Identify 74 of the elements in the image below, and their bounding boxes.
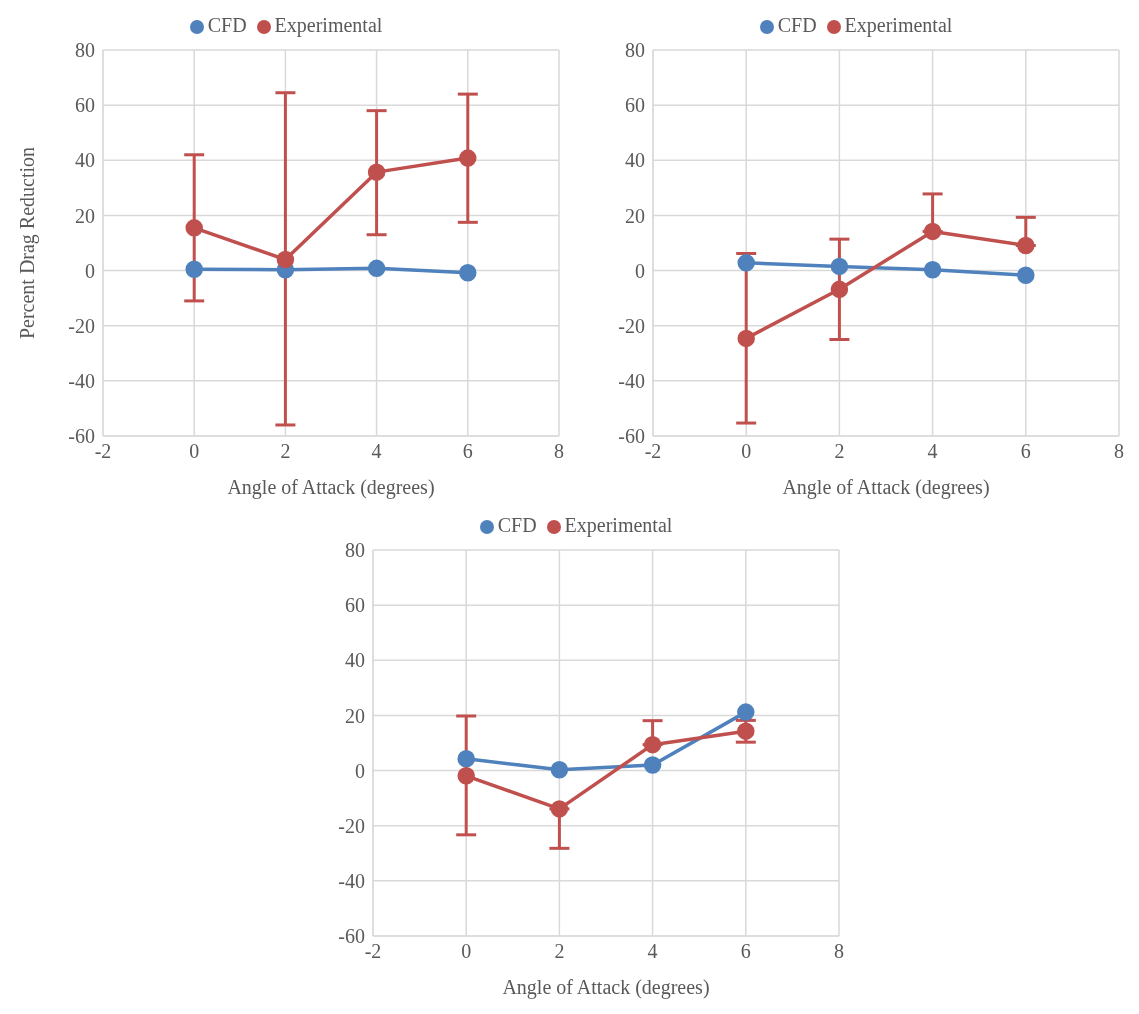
y-tick-label: 20: [625, 204, 645, 227]
y-tick-label: 40: [345, 649, 365, 672]
x-axis-title: Angle of Attack (degrees): [227, 476, 435, 499]
point: [643, 735, 662, 754]
x-tick-label: 4: [647, 940, 658, 963]
y-tick-label: 0: [635, 259, 645, 282]
y-tick-label: 20: [75, 204, 95, 227]
y-tick-label: -60: [338, 925, 365, 948]
y-tick-label: 0: [355, 759, 365, 782]
y-tick-label: -20: [338, 814, 365, 837]
point: [923, 222, 942, 241]
y-tick-label: 80: [345, 539, 365, 562]
point: [367, 163, 386, 181]
y-tick-label: 60: [345, 594, 365, 617]
y-tick-label: -60: [618, 425, 645, 448]
x-axis-title: Angle of Attack (degrees): [502, 976, 710, 999]
y-tick-label: 40: [75, 149, 95, 172]
x-tick-label: 2: [554, 940, 565, 963]
x-tick-label: 0: [461, 940, 472, 963]
legend-label: Experimental: [274, 14, 383, 36]
x-axis-title: Angle of Attack (degrees): [782, 476, 990, 499]
point: [830, 280, 849, 299]
point: [185, 260, 203, 278]
point: [459, 264, 477, 282]
x-tick-label: 0: [189, 440, 200, 463]
point: [367, 259, 386, 278]
y-tick-label: 0: [85, 259, 95, 282]
point: [737, 703, 755, 721]
point: [276, 250, 295, 269]
y-tick-label: -40: [68, 369, 95, 392]
point: [457, 767, 475, 785]
y-tick-label: 20: [345, 704, 365, 727]
x-tick-label: -2: [644, 440, 662, 463]
y-axis-title: Percent Drag Reduction: [16, 146, 40, 340]
x-tick-label: 0: [741, 440, 752, 463]
point: [550, 760, 569, 779]
x-tick-label: 6: [740, 940, 751, 963]
y-tick-label: 40: [625, 149, 645, 172]
y-tick-label: 80: [625, 39, 645, 62]
x-tick-label: 4: [371, 440, 382, 463]
y-tick-label: 80: [75, 39, 95, 62]
y-tick-label: -20: [618, 314, 645, 337]
legend-label: CFD: [207, 14, 247, 36]
point: [737, 329, 755, 348]
y-tick-label: -40: [338, 869, 365, 892]
legend-label: CFD: [497, 514, 537, 536]
point: [550, 800, 569, 818]
x-tick-label: 4: [927, 440, 938, 463]
point: [185, 219, 203, 237]
point: [830, 257, 849, 276]
y-tick-label: 60: [625, 94, 645, 117]
point: [1017, 236, 1035, 255]
y-tick-label: -20: [68, 314, 95, 337]
y-tick-label: -40: [618, 369, 645, 392]
point: [737, 254, 755, 272]
x-tick-label: 6: [1020, 440, 1031, 463]
point: [923, 260, 942, 279]
x-tick-label: -2: [94, 440, 112, 463]
point: [459, 149, 477, 167]
point: [1017, 266, 1035, 285]
x-tick-label: 2: [834, 440, 845, 463]
x-tick-label: -2: [364, 940, 382, 963]
x-tick-label: 8: [554, 440, 564, 463]
x-tick-label: 2: [280, 440, 291, 463]
legend-label: CFD: [777, 14, 817, 36]
legend-label: Experimental: [564, 514, 673, 536]
legend-label: Experimental: [844, 14, 953, 36]
x-tick-label: 8: [834, 940, 844, 963]
y-tick-label: 60: [75, 94, 95, 117]
x-tick-label: 6: [462, 440, 473, 463]
point: [643, 756, 662, 774]
point: [457, 749, 475, 768]
y-tick-label: -60: [68, 425, 95, 448]
x-tick-label: 8: [1114, 440, 1124, 463]
